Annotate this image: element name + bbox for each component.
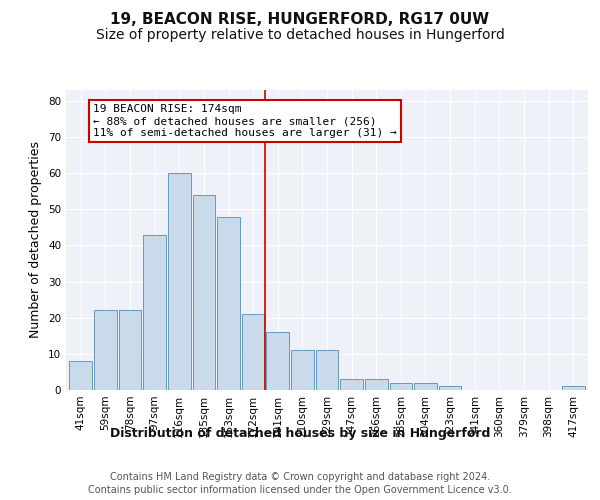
Bar xyxy=(266,332,289,390)
Text: Size of property relative to detached houses in Hungerford: Size of property relative to detached ho… xyxy=(95,28,505,42)
Text: Distribution of detached houses by size in Hungerford: Distribution of detached houses by size … xyxy=(110,428,490,440)
Bar xyxy=(70,361,92,390)
Text: 19, BEACON RISE, HUNGERFORD, RG17 0UW: 19, BEACON RISE, HUNGERFORD, RG17 0UW xyxy=(110,12,490,28)
Bar xyxy=(119,310,142,390)
Bar xyxy=(439,386,461,390)
Bar xyxy=(193,195,215,390)
Bar xyxy=(316,350,338,390)
Text: Contains HM Land Registry data © Crown copyright and database right 2024.: Contains HM Land Registry data © Crown c… xyxy=(110,472,490,482)
Bar xyxy=(168,173,191,390)
Bar xyxy=(562,386,584,390)
Text: 19 BEACON RISE: 174sqm
← 88% of detached houses are smaller (256)
11% of semi-de: 19 BEACON RISE: 174sqm ← 88% of detached… xyxy=(93,104,397,138)
Bar xyxy=(242,314,265,390)
Bar xyxy=(143,234,166,390)
Bar xyxy=(291,350,314,390)
Y-axis label: Number of detached properties: Number of detached properties xyxy=(29,142,43,338)
Bar xyxy=(94,310,117,390)
Bar xyxy=(340,379,363,390)
Bar xyxy=(389,383,412,390)
Text: Contains public sector information licensed under the Open Government Licence v3: Contains public sector information licen… xyxy=(88,485,512,495)
Bar xyxy=(217,216,240,390)
Bar xyxy=(414,383,437,390)
Bar xyxy=(365,379,388,390)
